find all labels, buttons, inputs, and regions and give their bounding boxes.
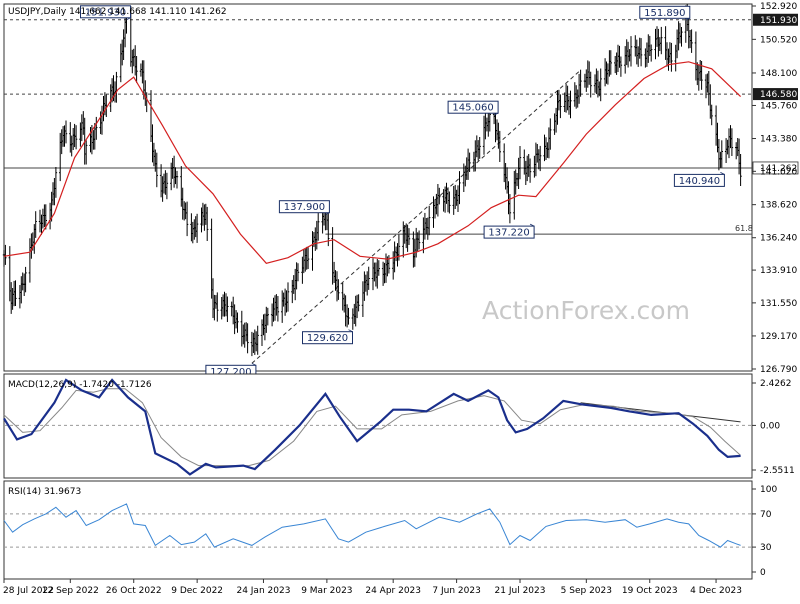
macd-panel: 2.4262 0.00 -2.5511 MACD(12,26,9) -1.7420 … xyxy=(3,373,795,479)
rsi-tick-label: 100 xyxy=(760,485,777,495)
price-tick-label: 136.240 xyxy=(760,234,797,244)
level-tag-label: 151.930 xyxy=(760,16,797,26)
rsi-title: RSI(14) 31.9673 xyxy=(8,487,81,497)
level-tag-background xyxy=(753,13,798,26)
price-label-connector xyxy=(720,172,725,175)
price-label-box xyxy=(639,5,691,19)
date-tick-label: 24 Apr 2023 xyxy=(365,586,421,596)
price-trendline xyxy=(251,69,581,364)
price-label-text: 137.900 xyxy=(284,202,325,213)
rsi-axis: 100 70 30 0 xyxy=(752,485,777,578)
date-tick-label: 26 Oct 2022 xyxy=(106,586,162,596)
price-tick-label: 133.910 xyxy=(760,266,797,276)
date-tick-label: 5 Sep 2023 xyxy=(561,586,612,596)
moving-average-line xyxy=(3,61,742,264)
price-tick-label: 148.100 xyxy=(760,69,797,79)
price-label-connector xyxy=(251,362,257,366)
price-level-labels: 151.930 127.200 137.900 129.620 145.060 137.2… xyxy=(80,5,725,378)
rsi-level-lines xyxy=(4,513,752,548)
price-panel: ActionForex.com 151.930 146.580 141.262 61.… xyxy=(2,2,799,378)
price-tick-label: 129.170 xyxy=(760,332,797,342)
macd-panel-frame xyxy=(3,373,753,479)
price-label-connector xyxy=(348,329,353,333)
price-label-box xyxy=(302,331,353,345)
price-tick-label: 145.760 xyxy=(760,101,797,111)
price-label-text: 129.620 xyxy=(307,333,348,344)
price-label-text: 127.200 xyxy=(210,367,251,378)
price-label-box xyxy=(483,225,535,239)
date-tick-label: 9 Dec 2022 xyxy=(171,586,223,596)
price-tick-label: 141.020 xyxy=(760,167,797,177)
rsi-tick-label: 70 xyxy=(760,510,772,520)
price-tick-label: 126.790 xyxy=(760,365,797,375)
date-tick-label: 28 Jul 2022 xyxy=(3,586,54,596)
price-label-text: 137.220 xyxy=(488,228,529,239)
rsi-panel-frame xyxy=(3,480,753,580)
rsi-line xyxy=(3,503,741,548)
price-label-connector xyxy=(126,17,131,21)
rsi-tick-label: 30 xyxy=(760,543,772,553)
level-tag-label: 146.580 xyxy=(760,90,797,100)
date-tick-label: 19 Oct 2023 xyxy=(622,586,678,596)
current-price-tag-label: 141.262 xyxy=(760,164,797,174)
fibonacci-label: 61.8 xyxy=(735,224,753,233)
macd-tick-label: 0.00 xyxy=(760,421,780,431)
macd-line xyxy=(3,378,741,476)
price-tick-label: 150.520 xyxy=(760,35,797,45)
price-panel-frame xyxy=(3,3,753,372)
price-tick-label: 143.380 xyxy=(760,135,797,145)
moving-average xyxy=(3,61,742,264)
current-price-tag-background xyxy=(752,161,799,175)
price-label-box xyxy=(80,5,131,19)
macd-axis: 2.4262 0.00 -2.5511 xyxy=(752,379,795,476)
date-tick-label: 24 Jan 2023 xyxy=(236,586,290,596)
price-label-text: 145.060 xyxy=(452,103,493,114)
price-label-box xyxy=(673,173,725,187)
price-label-text: 140.940 xyxy=(679,176,720,187)
level-tag-background xyxy=(753,88,798,101)
price-label-box xyxy=(447,100,499,114)
price-label-text: 151.890 xyxy=(644,8,685,19)
price-tick-label: 131.550 xyxy=(760,299,797,309)
price-label-box xyxy=(278,200,330,214)
date-tick-label: 4 Dec 2023 xyxy=(690,586,742,596)
price-bars xyxy=(2,3,742,357)
price-horizontal-lines: 151.930 146.580 141.262 61.8 xyxy=(4,13,799,235)
rsi-tick-label: 0 xyxy=(760,568,766,578)
rsi-panel: 100 70 30 0 RSI(14) 31.9673 xyxy=(3,480,777,580)
macd-tick-label: 2.4262 xyxy=(760,379,792,389)
macd-path xyxy=(3,378,741,476)
price-tick-label: 138.620 xyxy=(760,201,797,211)
watermark: ActionForex.com xyxy=(482,296,690,325)
macd-tick-label: -2.5511 xyxy=(760,466,795,476)
price-label-connector xyxy=(529,223,535,227)
macd-title: MACD(12,26,9) -1.7420 -1.7126 xyxy=(8,380,152,390)
price-label-connector xyxy=(493,112,499,116)
price-label-connector xyxy=(325,212,330,216)
price-axis: 152.920 150.520 148.100 145.760 143.380 141.0… xyxy=(752,2,797,375)
price-trendline-line xyxy=(251,69,581,364)
price-title: USDJPY,Daily 141.662 141.668 141.110 141… xyxy=(8,7,227,17)
date-tick-label: 9 Mar 2023 xyxy=(301,586,352,596)
price-label-connector xyxy=(685,17,690,21)
rsi-path xyxy=(3,503,741,548)
price-label-text: 151.930 xyxy=(85,7,126,18)
date-tick-label: 21 Jul 2023 xyxy=(495,586,546,596)
date-tick-label: 7 Jun 2023 xyxy=(432,586,480,596)
date-tick-label: 12 Sep 2022 xyxy=(42,586,99,596)
price-tick-label: 152.920 xyxy=(760,2,797,12)
